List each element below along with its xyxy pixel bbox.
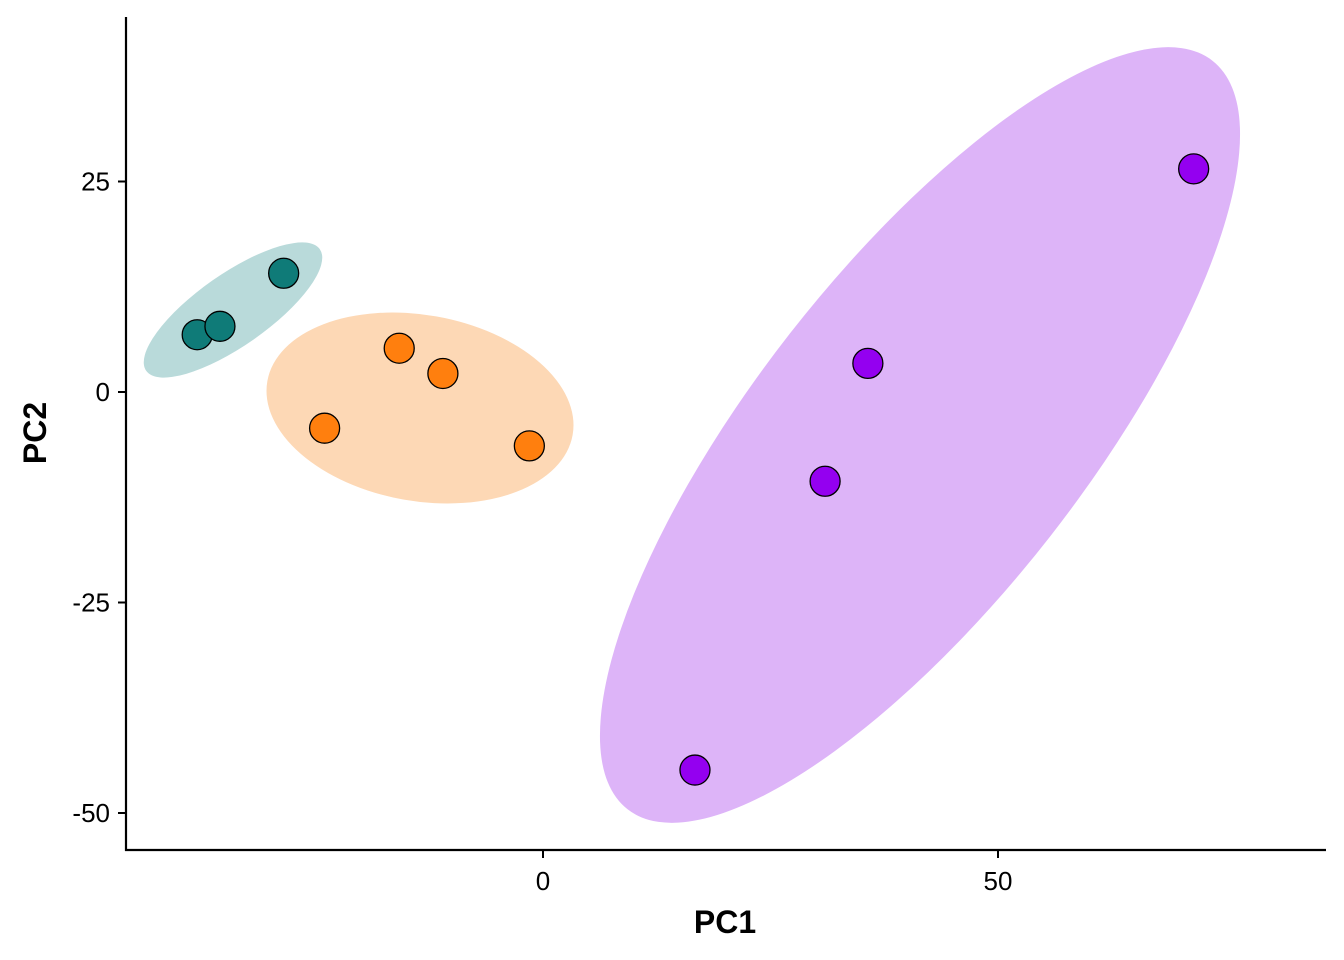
orange-point-3 [427,357,459,390]
purple-point-2 [809,465,841,497]
data-points [181,153,1210,786]
teal-point-2 [204,310,236,342]
purple-group-ellipse [599,47,1241,823]
y-axis-ticks: 25 0 -25 -50 [72,167,126,828]
y-tick-label: 25 [81,167,110,197]
purple-point-1 [679,754,711,786]
y-tick-label: 0 [96,377,110,407]
x-tick-label: 0 [536,866,550,896]
orange-point-4 [513,430,545,462]
purple-point-3 [852,347,884,380]
orange-point-1 [308,412,341,444]
orange-group-ellipse [266,312,574,504]
y-tick-label: -25 [72,588,110,618]
x-axis-ticks: 0 50 [536,850,1013,896]
x-tick-label: 50 [984,866,1013,896]
purple-point-4 [1178,153,1210,185]
orange-point-2 [383,332,415,364]
teal-point-3 [267,257,300,289]
y-tick-label: -50 [72,798,110,828]
x-axis-title: PC1 [694,904,756,940]
y-axis-title: PC2 [17,402,53,464]
group-ellipses [143,47,1241,823]
